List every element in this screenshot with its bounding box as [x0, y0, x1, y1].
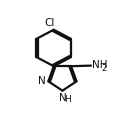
Text: NH: NH	[92, 60, 108, 70]
Text: H: H	[64, 95, 71, 104]
Text: 2: 2	[101, 64, 106, 73]
Text: N: N	[38, 76, 46, 86]
Text: N: N	[59, 93, 67, 103]
Text: Cl: Cl	[44, 18, 54, 28]
